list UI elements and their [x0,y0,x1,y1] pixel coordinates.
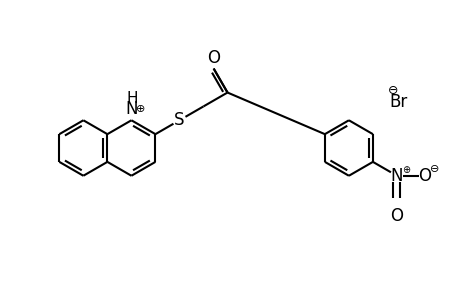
Text: S: S [174,111,185,129]
Text: Br: Br [388,93,407,111]
Text: N: N [390,167,402,185]
Text: ⊖: ⊖ [387,84,398,97]
Text: ⊕: ⊕ [401,165,409,175]
Text: ⊖: ⊖ [429,164,438,174]
Text: O: O [207,49,220,67]
Text: H: H [126,92,138,106]
Text: O: O [417,167,430,185]
Text: N: N [125,100,137,118]
Text: ⊕: ⊕ [135,104,145,114]
Text: O: O [390,208,403,226]
